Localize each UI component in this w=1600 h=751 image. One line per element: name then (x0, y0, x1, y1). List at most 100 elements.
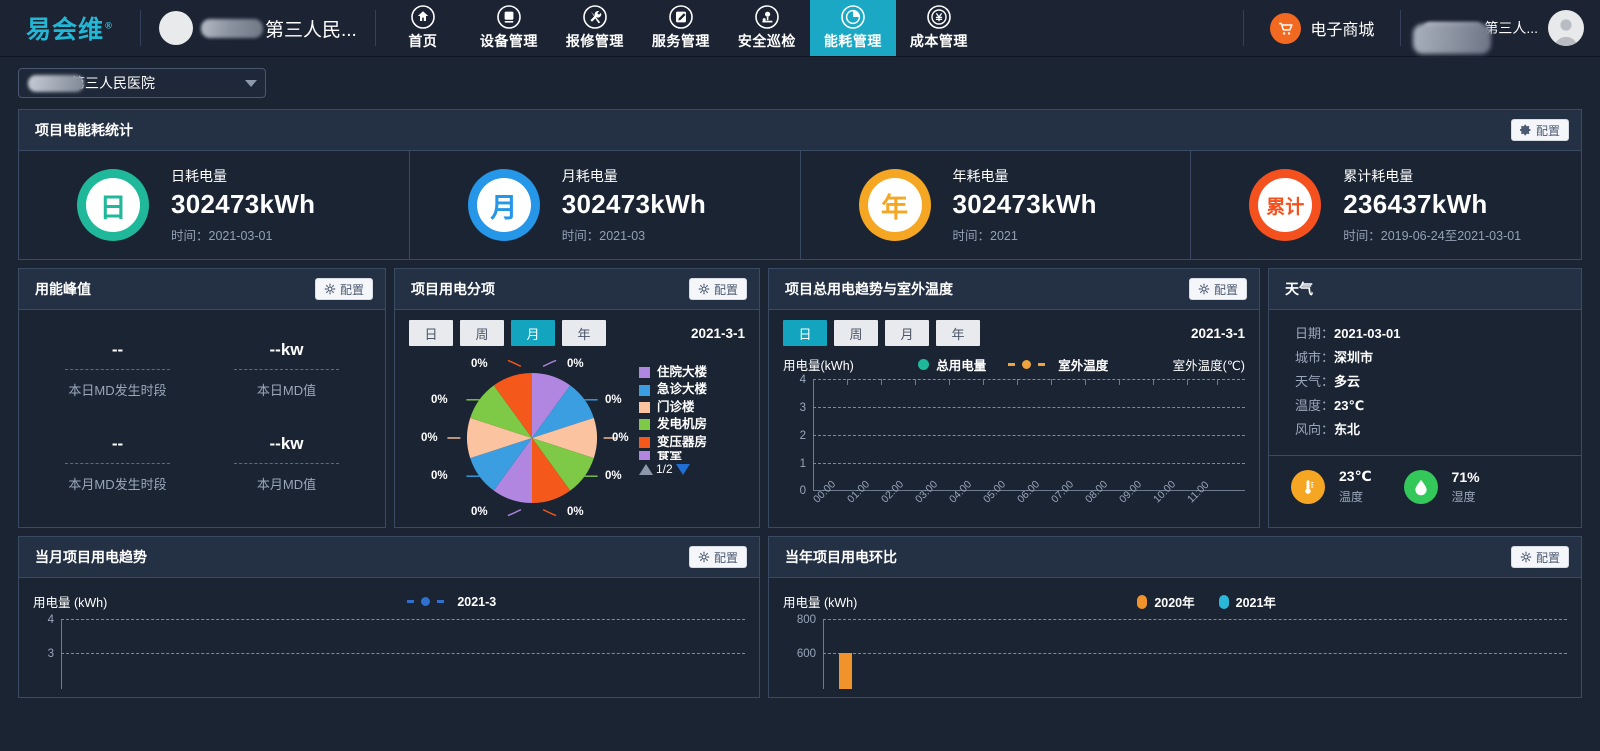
current-project-chip[interactable]: 第三人民... (141, 0, 375, 56)
nav-item-home[interactable]: 首页 (380, 0, 466, 56)
config-button-pie[interactable]: 配置 (688, 278, 747, 300)
legend-item-2021-3[interactable]: 2021-3 (407, 595, 496, 609)
legend-item-total[interactable]: 总用电量 (918, 355, 986, 374)
month-trend-header: 当月项目用电趋势 配置 (19, 537, 759, 578)
stats-section: 项目电能耗统计 配置 日 日耗电量 302473kWh 时间：2021-03-0… (0, 109, 1600, 260)
legend-label: 门诊楼 (657, 399, 695, 414)
tab-trend-month[interactable]: 月 (885, 320, 929, 346)
pie-label-3: 0% (605, 470, 622, 482)
legend-swatch (1022, 360, 1032, 369)
pie-chart-area: 0% 0% 0% 0% 0% 0% 0% 0% 0% 0% 住院大楼 急诊大楼 (409, 350, 745, 540)
legend-item-2020[interactable]: 2020年 (1137, 592, 1195, 611)
nav-item-inspection[interactable]: 安全巡检 (724, 0, 810, 56)
weather-value: 深圳市 (1334, 350, 1374, 365)
legend-item[interactable]: 变压器房 (639, 434, 707, 451)
legend-item-2021[interactable]: 2021年 (1218, 592, 1276, 611)
tab-trend-day[interactable]: 日 (783, 320, 827, 346)
weather-row-wind: 风向：东北 (1295, 418, 1581, 442)
legend-item-temp[interactable]: 室外温度 (1008, 355, 1108, 374)
device-icon (497, 5, 521, 29)
redacted-text (201, 18, 263, 38)
y-tick-label: 4 (47, 614, 54, 626)
user-menu[interactable]: 第三人... (1401, 0, 1600, 56)
month-trend-legend: 用电量 (kWh) 2021-3 (33, 592, 745, 611)
x-tick (1153, 379, 1154, 385)
divider (234, 369, 339, 370)
gridline: 600 (797, 648, 1567, 660)
md-month-value-caption: 本月MD值 (256, 476, 317, 492)
year-compare-plot[interactable]: 800 600 (797, 614, 1567, 689)
tab-pie-year[interactable]: 年 (562, 320, 606, 346)
tab-trend-year[interactable]: 年 (936, 320, 980, 346)
tab-pie-month[interactable]: 月 (511, 320, 555, 346)
pie-label-5: 0% (471, 506, 488, 518)
md-today-value-caption: 本日MD值 (256, 383, 317, 398)
nav-item-device[interactable]: 设备管理 (466, 0, 552, 56)
legend-swatch (639, 436, 650, 448)
x-tick-label: 00:00 (811, 478, 839, 506)
weather-key: 日期： (1295, 326, 1335, 341)
legend-item[interactable]: 急诊大楼 (639, 381, 707, 398)
config-label-trend: 配置 (1213, 282, 1238, 297)
pager-up-icon[interactable] (639, 464, 653, 476)
x-tick-label: 06:00 (1015, 478, 1043, 506)
weather-row-date: 日期：2021-03-01 (1295, 322, 1581, 346)
gridline: 1 (800, 458, 1245, 470)
pie-chart[interactable]: 0% 0% 0% 0% 0% 0% 0% 0% 0% 0% (409, 350, 639, 530)
nav-item-service[interactable]: 服务管理 (638, 0, 724, 56)
tab-pie-week[interactable]: 周 (460, 320, 504, 346)
header-divider-3 (1243, 10, 1245, 46)
legend-item[interactable]: 住院大楼 (639, 364, 707, 381)
user-name-label: 第三人... (1484, 20, 1538, 36)
avatar[interactable] (1548, 10, 1584, 46)
energy-stats-panel: 项目电能耗统计 配置 日 日耗电量 302473kWh 时间：2021-03-0… (18, 109, 1582, 260)
legend-swatch (639, 419, 650, 431)
trend-panel-body: 日 周 月 年 2021-3-1 用电量(kWh) 总用电量 室外温度 (769, 310, 1259, 527)
config-button-month-trend[interactable]: 配置 (688, 546, 747, 568)
config-button-year-compare[interactable]: 配置 (1510, 546, 1569, 568)
weather-key: 温度： (1295, 398, 1335, 413)
md-today-value: --kw (269, 340, 304, 359)
nav-label-device: 设备管理 (479, 33, 538, 49)
app-logo[interactable]: 易会维® (0, 0, 140, 56)
config-button-md[interactable]: 配置 (314, 278, 373, 300)
year-compare-title: 当年项目用电环比 (785, 549, 897, 565)
month-trend-y-label: 用电量 (kWh) (33, 596, 108, 610)
pie-svg (447, 359, 617, 517)
nav-item-energy[interactable]: 能耗管理 (809, 0, 896, 56)
tab-trend-week[interactable]: 周 (834, 320, 878, 346)
legend-swatch (1137, 594, 1148, 609)
header-right-group: 电子商城 第三人... (1243, 0, 1600, 56)
redacted-select-text (28, 74, 84, 92)
weather-value: 2021-03-01 (1334, 326, 1401, 341)
yearly-value: 302473kWh (952, 189, 1097, 219)
pager-down-icon[interactable] (675, 464, 690, 476)
config-button-stats[interactable]: 配置 (1510, 119, 1569, 141)
pie-panel-title: 项目用电分项 (411, 281, 495, 297)
weather-key: 城市： (1295, 350, 1335, 365)
project-avatar (159, 11, 193, 45)
legend-label: 食堂 (657, 451, 683, 461)
shop-button[interactable]: 电子商城 (1244, 0, 1400, 56)
logo-text: 易会维 (25, 15, 104, 44)
trend-plot[interactable]: 4 3 2 1 0 00:00 01:00 02: (800, 374, 1245, 505)
humidity-icon (1403, 469, 1438, 504)
weather-humidity-value: 71% (1451, 468, 1480, 485)
md-cell-month-period: -- 本月MD发生时段 (33, 424, 202, 518)
nav-item-cost[interactable]: 成本管理 (896, 0, 982, 56)
project-select[interactable]: 第三人民医院 (18, 68, 266, 98)
legend-swatch (421, 597, 431, 606)
config-button-trend[interactable]: 配置 (1188, 278, 1247, 300)
legend-item[interactable]: 发电机房 (639, 416, 707, 433)
nav-item-repair[interactable]: 报修管理 (552, 0, 638, 56)
legend-item[interactable]: 门诊楼 (639, 399, 707, 416)
legend-item[interactable]: 食堂 (639, 451, 707, 461)
stat-card-daily: 日 日耗电量 302473kWh 时间：2021-03-01 (19, 151, 410, 259)
md-grid: -- 本日MD发生时段 --kw 本日MD值 -- 本月MD发生时段 --kw (33, 320, 371, 517)
bar-2020[interactable] (839, 653, 852, 689)
gear-icon (1198, 283, 1210, 295)
tab-pie-day[interactable]: 日 (409, 320, 453, 346)
month-trend-plot[interactable]: 4 3 (48, 614, 745, 689)
md-cell-today-period: -- 本日MD发生时段 (33, 330, 202, 424)
cart-icon (1270, 12, 1302, 44)
